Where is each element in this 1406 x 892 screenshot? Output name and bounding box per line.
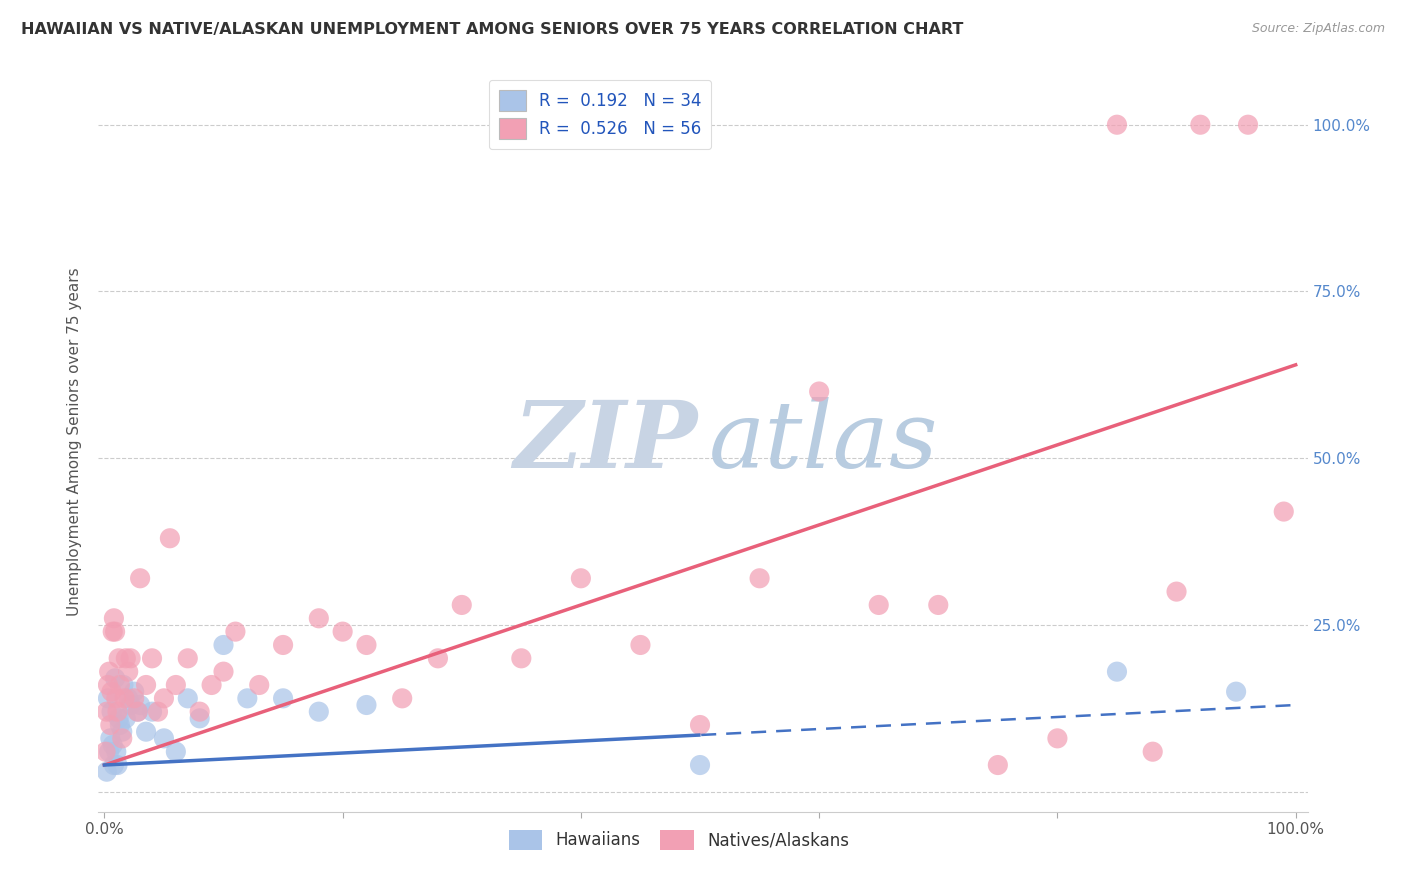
Point <box>141 705 163 719</box>
Point <box>98 665 121 679</box>
Point <box>391 691 413 706</box>
Point <box>129 698 152 712</box>
Point <box>111 731 134 746</box>
Point <box>108 718 131 732</box>
Point <box>98 731 121 746</box>
Point <box>308 705 330 719</box>
Point <box>927 598 949 612</box>
Point <box>1142 745 1164 759</box>
Point <box>111 724 134 739</box>
Point <box>114 691 136 706</box>
Point <box>114 711 136 725</box>
Point <box>510 651 533 665</box>
Point <box>122 691 145 706</box>
Point <box>1225 684 1247 698</box>
Point <box>1272 505 1295 519</box>
Point <box>426 651 449 665</box>
Point <box>127 705 149 719</box>
Point <box>105 691 128 706</box>
Point <box>271 691 294 706</box>
Point <box>105 745 128 759</box>
Point <box>96 764 118 779</box>
Point <box>94 745 117 759</box>
Y-axis label: Unemployment Among Seniors over 75 years: Unemployment Among Seniors over 75 years <box>67 268 83 615</box>
Point <box>107 705 129 719</box>
Point <box>689 758 711 772</box>
Point <box>987 758 1010 772</box>
Point <box>1237 118 1260 132</box>
Point <box>868 598 890 612</box>
Point <box>104 624 127 639</box>
Point <box>356 698 378 712</box>
Point <box>114 651 136 665</box>
Point <box>101 624 124 639</box>
Point <box>135 724 157 739</box>
Point <box>146 705 169 719</box>
Point <box>117 665 139 679</box>
Point <box>271 638 294 652</box>
Point <box>135 678 157 692</box>
Point <box>103 758 125 772</box>
Point <box>450 598 472 612</box>
Point <box>107 651 129 665</box>
Text: Source: ZipAtlas.com: Source: ZipAtlas.com <box>1251 22 1385 36</box>
Point <box>748 571 770 585</box>
Text: atlas: atlas <box>709 397 939 486</box>
Point <box>107 758 129 772</box>
Point <box>117 691 139 706</box>
Point <box>97 691 120 706</box>
Point <box>97 678 120 692</box>
Point <box>1166 584 1188 599</box>
Point <box>1189 118 1212 132</box>
Point <box>120 651 142 665</box>
Point <box>212 638 235 652</box>
Point <box>100 684 122 698</box>
Point <box>356 638 378 652</box>
Point <box>107 711 129 725</box>
Point <box>103 611 125 625</box>
Point <box>165 745 187 759</box>
Point <box>188 711 211 725</box>
Point <box>122 684 145 698</box>
Point <box>1105 118 1128 132</box>
Point <box>212 665 235 679</box>
Point <box>308 611 330 625</box>
Point <box>332 624 354 639</box>
Point <box>153 731 176 746</box>
Point <box>177 651 200 665</box>
Point <box>224 624 246 639</box>
Text: HAWAIIAN VS NATIVE/ALASKAN UNEMPLOYMENT AMONG SENIORS OVER 75 YEARS CORRELATION : HAWAIIAN VS NATIVE/ALASKAN UNEMPLOYMENT … <box>21 22 963 37</box>
Point <box>1046 731 1069 746</box>
Point <box>236 691 259 706</box>
Point <box>177 691 200 706</box>
Point <box>159 531 181 545</box>
Point <box>100 705 122 719</box>
Point <box>569 571 592 585</box>
Point <box>247 678 270 692</box>
Point <box>153 691 176 706</box>
Point <box>165 678 187 692</box>
Point <box>112 678 135 692</box>
Legend: Hawaiians, Natives/Alaskans: Hawaiians, Natives/Alaskans <box>502 823 856 856</box>
Point <box>104 671 127 685</box>
Point <box>808 384 831 399</box>
Point <box>120 698 142 712</box>
Point <box>98 745 121 759</box>
Point <box>689 718 711 732</box>
Point <box>1105 665 1128 679</box>
Point <box>108 678 131 692</box>
Point <box>98 718 121 732</box>
Point <box>630 638 652 652</box>
Point <box>129 571 152 585</box>
Point <box>141 651 163 665</box>
Text: ZIP: ZIP <box>513 397 697 486</box>
Point <box>200 678 222 692</box>
Point <box>96 705 118 719</box>
Point <box>188 705 211 719</box>
Point <box>101 738 124 752</box>
Point <box>127 705 149 719</box>
